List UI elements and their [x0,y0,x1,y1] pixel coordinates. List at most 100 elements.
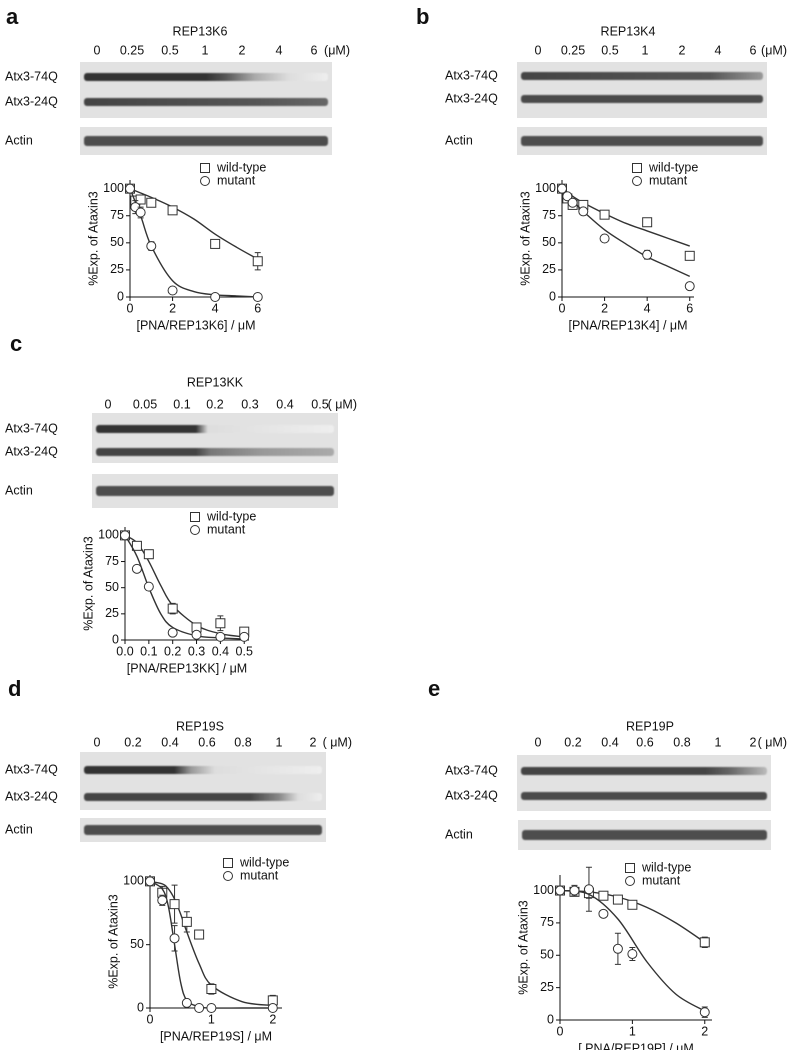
band [84,98,328,106]
lane-label: 0.1 [173,397,190,411]
y-tick-label: 0 [137,1000,144,1014]
marker [167,205,178,216]
band-label: Atx3-74Q [5,762,58,776]
legend-marker [625,863,635,873]
y-tick-label: 75 [540,915,554,929]
marker [146,197,157,208]
marker [684,250,695,261]
legend-label: mutant [240,868,279,882]
actin-blot [517,127,767,155]
legend-marker [200,163,210,173]
marker [131,563,142,574]
blot [80,62,332,118]
lane-label: 0 [94,43,101,57]
band-label: Atx3-74Q [445,763,498,777]
y-axis-label: %Exp. of Ataxin3 [516,900,530,995]
marker [612,943,623,954]
marker [627,899,638,910]
marker [194,929,205,940]
x-tick-label: 4 [212,301,219,315]
lane-label: 0.25 [120,43,144,57]
y-tick-label: 50 [542,235,556,249]
panel-letter: d [8,676,21,701]
marker [569,885,580,896]
y-axis-label: %Exp. of Ataxin3 [81,536,95,631]
x-tick-label: 2 [601,301,608,315]
blot-title: REP13K4 [601,24,656,38]
band-label: Atx3-24Q [5,444,58,458]
x-tick-label: 2 [169,301,176,315]
band-label: Atx3-24Q [5,789,58,803]
fit-curve [561,188,690,247]
marker [191,629,202,640]
legend-label: mutant [207,522,246,536]
marker [181,916,192,927]
marker [599,233,610,244]
marker [555,885,565,896]
y-tick-label: 75 [105,554,119,568]
blot-title: REP13KK [187,375,244,389]
y-axis-label: %Exp. of Ataxin3 [518,191,532,286]
marker [145,876,155,887]
band-label: Atx3-24Q [445,788,498,802]
y-tick-label: 75 [110,208,124,222]
x-tick-label: 0.1 [140,644,157,658]
band [521,767,767,775]
lane-label: 0.2 [206,397,223,411]
y-tick-label: 100 [123,874,144,888]
y-tick-label: 0 [112,632,119,646]
marker [642,249,653,260]
panel-letter: b [416,4,429,29]
marker [252,292,263,302]
legend-marker [632,176,642,186]
band-label: Atx3-74Q [445,68,498,82]
marker [143,581,154,592]
marker [146,241,157,252]
x-tick-label: 1 [629,1024,636,1038]
y-tick-label: 25 [542,262,556,276]
marker [194,1003,205,1013]
x-tick-label: 0.0 [116,644,133,658]
y-tick-label: 75 [542,208,556,222]
legend-label: wild-type [641,860,691,874]
y-tick-label: 25 [110,262,124,276]
lane-label: 0.8 [234,735,251,749]
legend-marker [200,176,210,186]
band-label: Atx3-74Q [5,69,58,83]
band [521,792,767,800]
y-tick-label: 0 [549,289,556,303]
marker [167,285,178,296]
marker [167,603,178,614]
band-label: Atx3-74Q [5,421,58,435]
band [96,486,334,496]
legend-marker [223,871,233,881]
marker [169,899,180,910]
lane-label: 4 [715,43,722,57]
y-tick-label: 0 [117,289,124,303]
legend-label: mutant [217,173,256,187]
panel-letter: e [428,676,440,701]
marker [598,908,609,919]
legend-label: wild-type [648,160,698,174]
control-label: Actin [445,827,473,841]
unit-label: ( μM) [328,397,357,411]
lane-label: 2 [239,43,246,57]
legend-label: wild-type [216,160,266,174]
x-tick-label: 0 [557,1024,564,1038]
blot [517,755,771,811]
marker [684,281,695,292]
lane-label: 0.6 [636,735,653,749]
band [522,830,767,840]
marker [125,183,135,194]
x-axis-label: [PNA/REP19S] / μM [160,1029,272,1043]
marker [215,631,226,642]
y-tick-label: 100 [535,181,556,195]
x-tick-label: 0 [147,1012,154,1026]
band [521,72,763,80]
band-label: Atx3-24Q [5,94,58,108]
marker [206,1003,217,1013]
actin-blot [80,127,332,155]
x-tick-label: 0.5 [236,644,253,658]
